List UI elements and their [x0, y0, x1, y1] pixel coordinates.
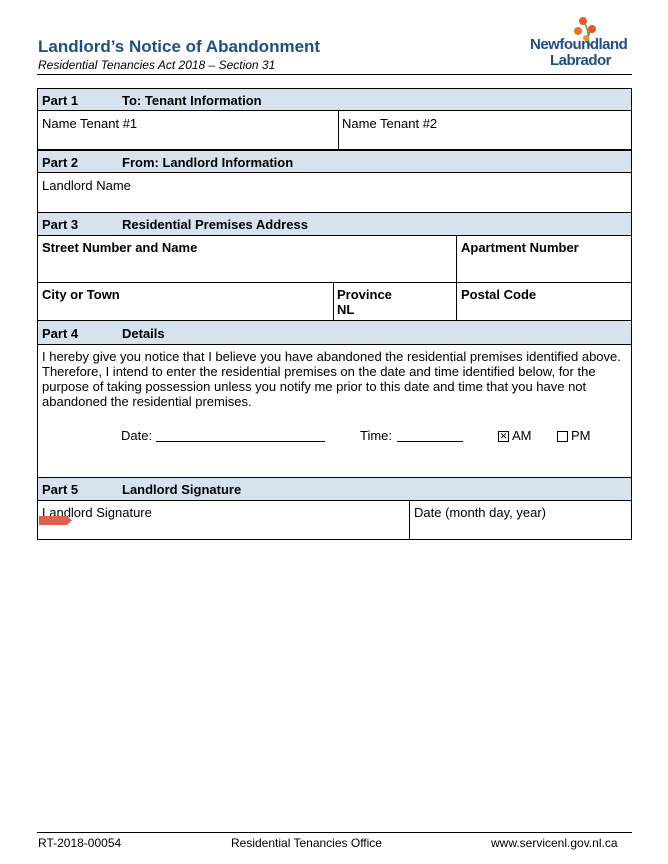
nl-logo: Newfoundland Labrador	[530, 14, 635, 72]
pm-checkbox[interactable]	[557, 431, 568, 443]
time-label: Time:	[360, 428, 393, 443]
part-title: Landlord Signature	[122, 482, 242, 497]
am-option[interactable]: ✕ AM	[498, 428, 532, 443]
part-title: From: Landlord Information	[122, 155, 294, 170]
part4-header: Part 4 Details	[37, 320, 632, 345]
pm-option[interactable]: PM	[557, 428, 591, 443]
sign-here-tag-icon[interactable]	[39, 516, 73, 525]
tenant-row	[37, 110, 632, 150]
form-code: RT-2018-00054	[38, 836, 122, 850]
logo-text-labrador: Labrador	[550, 52, 612, 69]
part-title: Residential Premises Address	[122, 217, 308, 232]
apartment-field[interactable]: Apartment Number	[461, 240, 579, 255]
time-input-line[interactable]	[397, 441, 463, 442]
part5-header: Part 5 Landlord Signature	[37, 477, 632, 501]
part-number: Part 4	[42, 326, 79, 341]
landlord-name-field[interactable]: Landlord Name	[42, 178, 131, 193]
form-subtitle: Residential Tenancies Act 2018 – Section…	[38, 58, 276, 72]
office-name: Residential Tenancies Office	[231, 836, 382, 850]
am-checkbox[interactable]: ✕	[498, 431, 509, 443]
province-label: Province	[337, 287, 392, 302]
logo-text-newfoundland: Newfoundland	[530, 36, 628, 53]
tenant2-field[interactable]: Name Tenant #2	[342, 116, 438, 131]
part2-header: Part 2 From: Landlord Information	[37, 150, 632, 173]
signature-row	[37, 500, 632, 540]
part-number: Part 2	[42, 155, 79, 170]
tenant1-field[interactable]: Name Tenant #1	[42, 116, 138, 131]
form-title: Landlord’s Notice of Abandonment	[38, 37, 321, 56]
city-field[interactable]: City or Town	[42, 287, 120, 302]
postal-code-field[interactable]: Postal Code	[461, 287, 537, 302]
street-field[interactable]: Street Number and Name	[42, 240, 198, 255]
part-title: To: Tenant Information	[122, 93, 262, 108]
website-link[interactable]: www.servicenl.gov.nl.ca	[491, 836, 618, 850]
am-label: AM	[512, 428, 532, 443]
divider	[37, 74, 632, 75]
part1-header: Part 1 To: Tenant Information	[37, 88, 632, 111]
date-input-line[interactable]	[156, 441, 325, 442]
part3-header: Part 3 Residential Premises Address	[37, 212, 632, 236]
footer-divider	[37, 832, 632, 833]
pitcher-plant-icon	[574, 17, 596, 47]
province-value[interactable]: NL	[337, 302, 355, 317]
pm-label: PM	[571, 428, 591, 443]
signature-date-field[interactable]: Date (month day, year)	[414, 505, 546, 520]
part-number: Part 5	[42, 482, 79, 497]
part-title: Details	[122, 326, 165, 341]
date-label: Date:	[121, 428, 153, 443]
part-number: Part 1	[42, 93, 79, 108]
details-text: I hereby give you notice that I believe …	[42, 349, 621, 409]
part-number: Part 3	[42, 217, 79, 232]
signature-field[interactable]: Landlord Signature	[42, 505, 152, 520]
